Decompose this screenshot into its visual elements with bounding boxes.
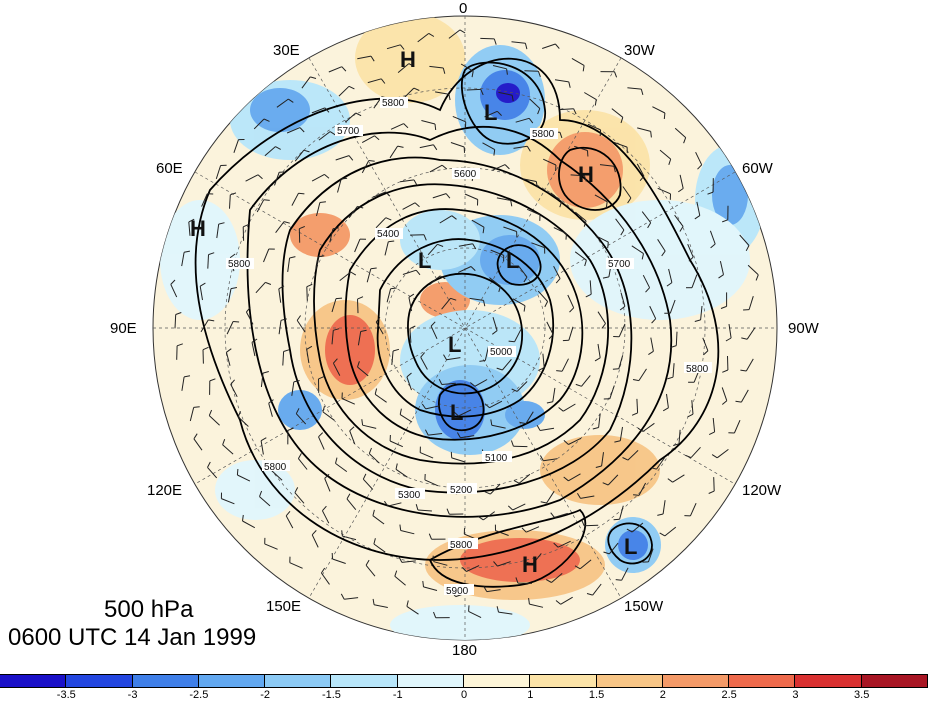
contour-label-5600: 5600 xyxy=(454,169,477,180)
colorbar-box-6 xyxy=(396,674,464,688)
colorbar-tick-label: -2.5 xyxy=(189,689,209,701)
colorbar-box-8 xyxy=(529,674,597,688)
contour-label-5200: 5200 xyxy=(450,485,473,496)
colorbar xyxy=(0,674,928,690)
colorbar-box-4 xyxy=(264,674,332,688)
high-center-30e: H xyxy=(400,47,416,72)
colorbar-box-11 xyxy=(728,674,796,688)
colorbar-tick-label: -3.5 xyxy=(56,689,76,701)
colorbar-box-1 xyxy=(65,674,133,688)
longitude-label-120w: 120W xyxy=(742,482,782,499)
colorbar-tick-label: 2.5 xyxy=(721,689,737,701)
contour-label-5900: 5900 xyxy=(446,586,469,597)
contour-label-5800: 5800 xyxy=(382,98,405,109)
contour-label-5700: 5700 xyxy=(337,126,360,137)
high-center-165w: H xyxy=(522,552,538,577)
colorbar-tick-label: -3 xyxy=(127,689,138,701)
pressure-centers: H L H H L L L L L H xyxy=(190,47,637,577)
colorbar-tick-label: 3 xyxy=(792,689,799,701)
low-center-150w: L xyxy=(624,534,637,559)
colorbar-box-10 xyxy=(661,674,730,688)
longitude-grid xyxy=(153,16,777,640)
longitude-label-30w: 30W xyxy=(624,42,655,59)
low-center-siberia: L xyxy=(450,400,463,425)
colorbar-tick-label: 1.5 xyxy=(588,689,605,701)
colorbar-tick-label: -1 xyxy=(392,689,403,701)
colorbar-tick-label: -2 xyxy=(260,689,271,701)
colorbar-tick-label: 0 xyxy=(460,689,468,701)
longitude-label-30e: 30E xyxy=(273,42,300,59)
contour-label-5300: 5300 xyxy=(398,490,421,501)
contour-label-5800-south: 5800 xyxy=(450,540,473,551)
longitude-label-60e: 60E xyxy=(156,160,183,177)
contour-label-5800-east: 5800 xyxy=(686,364,709,375)
longitude-label-180: 180 xyxy=(452,642,478,659)
colorbar-box-12 xyxy=(794,674,862,688)
high-center-45w: H xyxy=(578,162,594,187)
valid-time-caption: 0600 UTC 14 Jan 1999 xyxy=(8,624,257,651)
low-center-north-atlantic: L xyxy=(484,100,497,125)
contour-labels: 5800 5700 5600 5400 5300 5200 5100 5000 … xyxy=(226,97,712,597)
colorbar-box-0 xyxy=(0,674,67,688)
colorbar-tick-label: -1.5 xyxy=(321,689,341,701)
low-center-scandinavia: L xyxy=(418,248,431,273)
longitude-label-90w: 90W xyxy=(788,320,819,337)
colorbar-box-5 xyxy=(330,674,398,688)
height-contours xyxy=(194,57,720,588)
longitude-label-150w: 150W xyxy=(624,598,664,615)
colorbar-box-13 xyxy=(860,674,928,688)
wind-barbs xyxy=(170,29,759,619)
longitude-label-60w: 60W xyxy=(742,160,773,177)
longitude-label-90e: 90E xyxy=(110,320,137,337)
colorbar-box-2 xyxy=(131,674,199,688)
contour-label-5800-ne: 5800 xyxy=(532,129,555,140)
low-center-pole: L xyxy=(448,332,461,357)
colorbar-box-3 xyxy=(197,674,266,688)
contour-label-5800-sw: 5800 xyxy=(264,462,287,473)
contour-label-5700-east: 5700 xyxy=(608,259,631,270)
contour-label-5100: 5100 xyxy=(485,453,508,464)
colorbar-box-9 xyxy=(595,674,663,688)
colorbar-tick-label: 1 xyxy=(527,689,534,701)
high-center-60e: H xyxy=(190,216,206,241)
contour-label-5000: 5000 xyxy=(490,347,513,358)
longitude-label-120e: 120E xyxy=(147,482,183,499)
contour-label-5800-west: 5800 xyxy=(228,259,251,270)
contour-label-5400: 5400 xyxy=(377,229,400,240)
longitude-label-150e: 150E xyxy=(266,598,302,615)
colorbar-box-7 xyxy=(462,674,531,688)
pressure-level-caption: 500 hPa xyxy=(104,596,194,623)
low-center-greenland: L xyxy=(506,248,519,273)
longitude-label-0: 0 xyxy=(459,0,468,17)
colorbar-tick-label: 3.5 xyxy=(854,689,870,701)
colorbar-tick-label: 2 xyxy=(659,689,666,701)
